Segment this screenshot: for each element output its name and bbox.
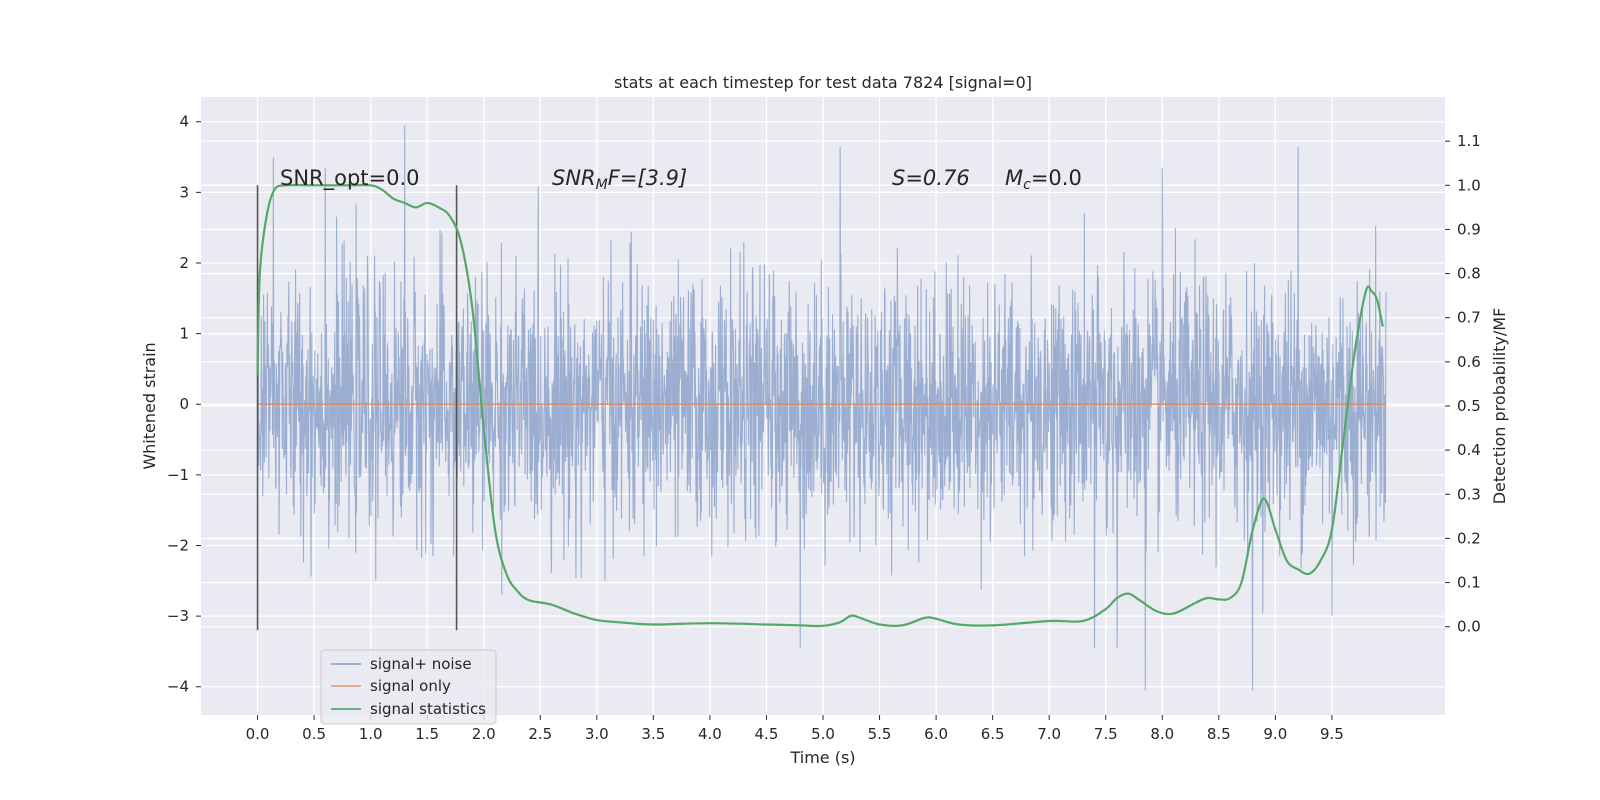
signal-noise-series bbox=[257, 125, 1387, 691]
y-tick-label: 4 bbox=[179, 113, 189, 131]
y-tick-label: 3 bbox=[179, 183, 189, 201]
y-right-tick-label: 0.4 bbox=[1457, 441, 1481, 459]
signal-noise-trace bbox=[257, 125, 1387, 691]
vertical-markers bbox=[256, 185, 458, 631]
x-tick-label: 8.5 bbox=[1207, 725, 1231, 743]
y-tick-label: −1 bbox=[167, 466, 189, 484]
x-tick-label: 3.5 bbox=[641, 725, 665, 743]
chart-title: stats at each timestep for test data 782… bbox=[614, 73, 1032, 92]
x-tick-label: 0.0 bbox=[246, 725, 270, 743]
y-tick-label: 1 bbox=[179, 325, 189, 343]
x-tick-label: 4.0 bbox=[698, 725, 722, 743]
x-tick-label: 6.0 bbox=[924, 725, 948, 743]
y-right-tick-label: 1.0 bbox=[1457, 176, 1481, 194]
x-tick-label: 9.0 bbox=[1263, 725, 1287, 743]
x-axis-label: Time (s) bbox=[789, 748, 855, 767]
y-tick-label: −3 bbox=[167, 607, 189, 625]
y-axis-label: Whitened strain bbox=[140, 342, 159, 469]
x-tick-label: 1.0 bbox=[359, 725, 383, 743]
y-right-tick-label: 0.6 bbox=[1457, 353, 1481, 371]
signal-statistics-line bbox=[256, 183, 1384, 628]
annotation-snr-mf: SNRMF=[3.9] bbox=[552, 166, 687, 193]
x-tick-label: 7.5 bbox=[1094, 725, 1118, 743]
y-right-tick-label: 0.1 bbox=[1457, 574, 1481, 592]
y-right-tick-label: 0.2 bbox=[1457, 529, 1481, 547]
y-right-tick-label: 0.8 bbox=[1457, 265, 1481, 283]
x-tick-label: 1.5 bbox=[415, 725, 439, 743]
mc-base: M bbox=[1005, 166, 1023, 190]
x-tick-label: 2.0 bbox=[472, 725, 496, 743]
x-tick-label: 6.5 bbox=[981, 725, 1005, 743]
snr-mf-base: SNR bbox=[552, 166, 596, 190]
y-tick-label: −2 bbox=[167, 536, 189, 554]
legend-box bbox=[320, 649, 497, 725]
legend-label-noise: signal+ noise bbox=[370, 655, 472, 673]
x-tick-label: 5.0 bbox=[811, 725, 835, 743]
legend-label-stats: signal statistics bbox=[370, 700, 486, 718]
y-axis-right-label: Detection probability/MF bbox=[1490, 308, 1509, 505]
annotation-snr-opt: SNR_opt=0.0 bbox=[280, 166, 420, 191]
y-right-tick-label: 0.0 bbox=[1457, 618, 1481, 636]
snr-mf-sub: M bbox=[596, 177, 608, 193]
y-tick-label: −4 bbox=[167, 678, 189, 696]
y-right-tick-label: 1.1 bbox=[1457, 132, 1481, 150]
annotation-stat-s: S=0.76 bbox=[892, 166, 970, 190]
y-right-tick-label: 0.7 bbox=[1457, 309, 1481, 327]
x-tick-label: 7.0 bbox=[1037, 725, 1061, 743]
x-tick-label: 8.0 bbox=[1150, 725, 1174, 743]
x-tick-label: 0.5 bbox=[302, 725, 326, 743]
y-right-tick-label: 0.3 bbox=[1457, 485, 1481, 503]
y-tick-label: 2 bbox=[179, 254, 189, 272]
x-tick-label: 9.5 bbox=[1320, 725, 1344, 743]
snr-mf-rest: F=[3.9] bbox=[608, 166, 687, 190]
y-right-tick-label: 0.9 bbox=[1457, 220, 1481, 238]
y-right-tick-label: 0.5 bbox=[1457, 397, 1481, 415]
mc-sub: c bbox=[1023, 177, 1031, 193]
legend-label-signal: signal only bbox=[370, 677, 451, 695]
x-tick-label: 4.5 bbox=[755, 725, 779, 743]
annotation-mc: Mc=0.0 bbox=[1005, 166, 1082, 193]
x-tick-label: 2.5 bbox=[528, 725, 552, 743]
x-tick-label: 3.0 bbox=[585, 725, 609, 743]
mc-rest: =0.0 bbox=[1031, 166, 1082, 190]
y-tick-label: 0 bbox=[179, 395, 189, 413]
x-tick-label: 5.5 bbox=[868, 725, 892, 743]
ticks: 0.0 0.5 1.0 1.5 2.0 2.5 3.0 3.5 4.0 4.5 5.0 5.5 6.0 6… bbox=[167, 113, 1481, 743]
legend: signal+ noise signal only signal statist… bbox=[320, 649, 497, 725]
